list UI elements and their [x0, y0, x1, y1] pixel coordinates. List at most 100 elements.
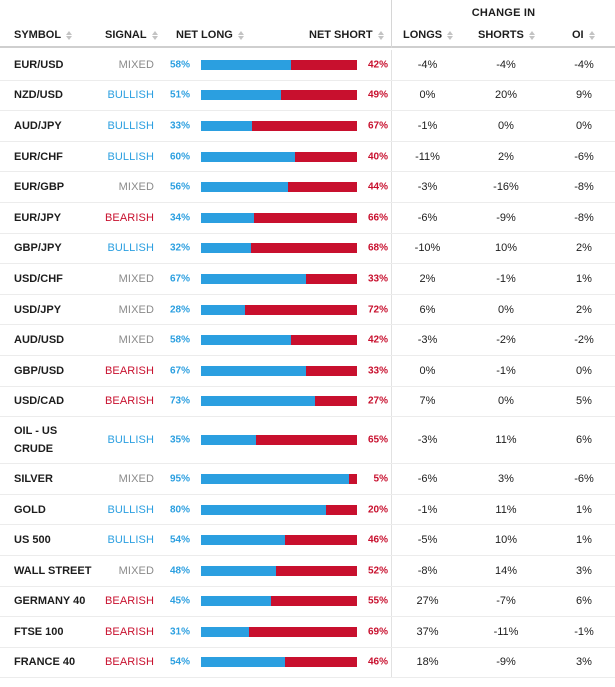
column-divider [391, 50, 392, 80]
symbol-link[interactable]: GERMANY 40 [14, 595, 86, 608]
change-shorts-value: 11% [495, 503, 517, 516]
net-long-percent: 34% [169, 212, 190, 224]
change-longs-value: -6% [417, 472, 438, 485]
column-header-net-short[interactable]: NET SHORT [309, 29, 384, 41]
shorts-header-label: SHORTS [478, 29, 524, 41]
column-header-longs[interactable]: LONGS [403, 29, 454, 41]
table-row[interactable]: GOLD BULLISH 80% 20% -1% 11% 1% [0, 494, 615, 526]
symbol-link[interactable]: US 500 [14, 534, 51, 547]
long-bar-segment [201, 657, 286, 668]
change-oi-value: 1% [576, 503, 592, 516]
symbol-link[interactable]: GBP/USD [14, 364, 65, 377]
table-row[interactable]: EUR/CHF BULLISH 60% 40% -11% 2% -6% [0, 141, 615, 173]
net-long-percent: 95% [169, 473, 190, 485]
change-shorts-value: 14% [494, 564, 518, 577]
symbol-link[interactable]: AUD/JPY [14, 119, 62, 132]
symbol-link[interactable]: USD/JPY [14, 303, 62, 316]
change-shorts-value: 20% [494, 89, 518, 102]
change-in-title: CHANGE IN [471, 7, 536, 19]
table-row[interactable]: AUD/USD MIXED 58% 42% -3% -2% -2% [0, 325, 615, 356]
column-header-signal[interactable]: SIGNAL [105, 29, 158, 41]
net-long-percent: 33% [169, 120, 190, 132]
table-row[interactable]: SILVER MIXED 95% 5% -6% 3% -6% [0, 464, 615, 495]
symbol-link[interactable]: SILVER [14, 472, 53, 485]
symbol-link[interactable]: EUR/CHF [14, 150, 63, 163]
change-shorts-value: -2% [496, 334, 516, 347]
symbol-link[interactable]: WALL STREET [14, 564, 92, 577]
table-row[interactable]: USD/CAD BEARISH 73% 27% 7% 0% 5% [0, 386, 615, 418]
change-shorts-value: 10% [494, 242, 518, 255]
change-oi-value: -8% [574, 211, 594, 224]
table-row[interactable]: GERMANY 40 BEARISH 45% 55% 27% -7% 6% [0, 586, 615, 618]
symbol-link[interactable]: OIL - US CRUDE [14, 425, 58, 456]
table-row[interactable]: GBP/USD BEARISH 67% 33% 0% -1% 0% [0, 355, 615, 387]
signal-label: BEARISH [105, 364, 154, 377]
table-row[interactable]: AUD/JPY BULLISH 33% 67% -1% 0% 0% [0, 111, 615, 142]
short-bar-segment [254, 212, 357, 223]
symbol-link[interactable]: GBP/JPY [14, 242, 62, 255]
table-row[interactable]: EUR/USD MIXED 58% 42% -4% -4% -4% [0, 50, 615, 81]
sentiment-bar [201, 535, 357, 546]
table-row[interactable]: GBP/JPY BULLISH 32% 68% -10% 10% 2% [0, 233, 615, 265]
sentiment-bar [201, 90, 357, 101]
table-row[interactable]: FRANCE 40 BEARISH 54% 46% 18% -9% 3% [0, 647, 615, 679]
short-bar-segment [275, 565, 357, 576]
sentiment-bar [201, 335, 357, 346]
symbol-link[interactable]: USD/CHF [14, 272, 63, 285]
signal-label: MIXED [118, 272, 154, 285]
column-header-net-long[interactable]: NET LONG [176, 29, 244, 41]
symbol-link[interactable]: GOLD [14, 503, 46, 516]
symbol-link[interactable]: USD/CAD [14, 395, 65, 408]
column-divider [391, 172, 392, 202]
change-shorts-value: 3% [498, 472, 514, 485]
table-row[interactable]: WALL STREET MIXED 48% 52% -8% 14% 3% [0, 555, 615, 587]
net-long-percent: 31% [169, 626, 190, 638]
column-header-symbol[interactable]: SYMBOL [14, 29, 73, 41]
change-longs-value: -5% [417, 534, 438, 547]
signal-label: MIXED [118, 181, 154, 194]
net-short-percent: 66% [367, 212, 388, 224]
table-row[interactable]: OIL - US CRUDE BULLISH 35% 65% -3% 11% 6% [0, 417, 615, 465]
oi-header-label: OI [572, 29, 584, 41]
longs-header-label: LONGS [403, 29, 443, 41]
table-row[interactable]: USD/CHF MIXED 67% 33% 2% -1% 1% [0, 264, 615, 295]
column-divider [391, 264, 392, 294]
short-bar-segment [250, 243, 357, 254]
symbol-link[interactable]: FTSE 100 [14, 625, 64, 638]
table-row[interactable]: FTSE 100 BEARISH 31% 69% 37% -11% -1% [0, 617, 615, 648]
long-bar-segment [201, 596, 272, 607]
column-header-oi[interactable]: OI [572, 29, 595, 41]
short-bar-segment [249, 626, 357, 637]
sentiment-bar [201, 151, 357, 162]
change-oi-value: -8% [574, 181, 594, 194]
signal-label: MIXED [118, 472, 154, 485]
symbol-link[interactable]: AUD/USD [14, 334, 65, 347]
sentiment-bar [201, 626, 357, 637]
table-row[interactable]: NZD/USD BULLISH 51% 49% 0% 20% 9% [0, 80, 615, 112]
long-bar-segment [201, 304, 245, 315]
short-bar-segment [325, 504, 357, 515]
change-shorts-value: 2% [498, 150, 514, 163]
symbol-link[interactable]: FRANCE 40 [14, 656, 76, 669]
symbol-link[interactable]: EUR/JPY [14, 211, 62, 224]
table-row[interactable]: US 500 BULLISH 54% 46% -5% 10% 1% [0, 525, 615, 556]
change-shorts-value: -4% [496, 58, 516, 71]
symbol-link[interactable]: EUR/USD [14, 58, 64, 71]
column-header-shorts[interactable]: SHORTS [478, 29, 535, 41]
column-divider [391, 417, 392, 464]
change-shorts-value: -9% [496, 656, 516, 669]
net-short-percent: 46% [367, 656, 388, 668]
long-bar-segment [201, 212, 255, 223]
symbol-link[interactable]: EUR/GBP [14, 181, 65, 194]
table-row[interactable]: EUR/JPY BEARISH 34% 66% -6% -9% -8% [0, 202, 615, 234]
table-row[interactable]: USD/JPY MIXED 28% 72% 6% 0% 2% [0, 294, 615, 326]
table-row[interactable]: EUR/GBP MIXED 56% 44% -3% -16% -8% [0, 172, 615, 203]
long-bar-segment [201, 90, 281, 101]
change-oi-value: -6% [574, 150, 594, 163]
long-bar-segment [201, 565, 276, 576]
net-long-percent: 32% [169, 242, 190, 254]
sentiment-bar [201, 273, 357, 284]
symbol-link[interactable]: NZD/USD [14, 89, 63, 102]
change-shorts-value: 10% [494, 534, 518, 547]
